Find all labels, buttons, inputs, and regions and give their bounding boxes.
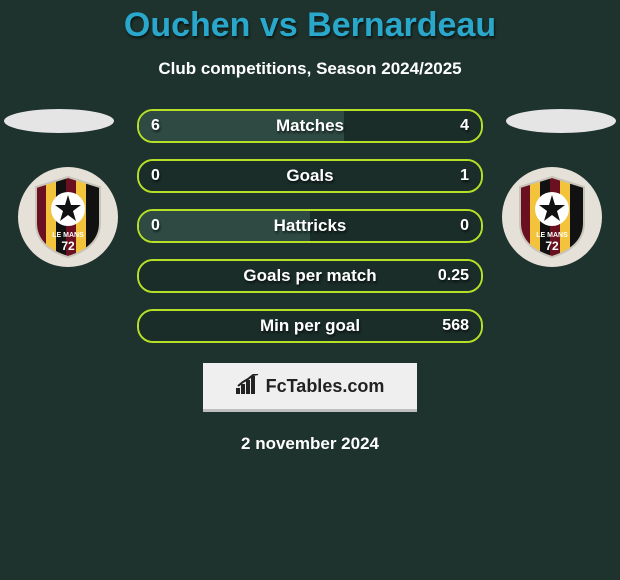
stat-bar: 568Min per goal bbox=[137, 309, 483, 343]
stat-bar: 00Hattricks bbox=[137, 209, 483, 243]
comparison-infographic: Ouchen vs Bernardeau Club competitions, … bbox=[0, 0, 620, 580]
svg-text:LE MANS: LE MANS bbox=[52, 232, 84, 239]
stat-label: Goals per match bbox=[139, 261, 481, 291]
date-text: 2 november 2024 bbox=[0, 434, 620, 454]
brand-box: FcTables.com bbox=[203, 363, 417, 412]
svg-text:72: 72 bbox=[61, 239, 75, 253]
stat-label: Goals bbox=[139, 161, 481, 191]
content-area: LE MANS 72 LE MANS 72 64Matches 01Goals 00… bbox=[0, 109, 620, 454]
page-title: Ouchen vs Bernardeau bbox=[0, 0, 620, 45]
stat-bar: 0.25Goals per match bbox=[137, 259, 483, 293]
club-logo-left: LE MANS 72 bbox=[18, 167, 118, 267]
brand-text: FcTables.com bbox=[266, 376, 385, 397]
player-right-ellipse bbox=[506, 109, 616, 133]
stat-bar: 64Matches bbox=[137, 109, 483, 143]
crest-icon: LE MANS 72 bbox=[516, 175, 588, 259]
stat-label: Hattricks bbox=[139, 211, 481, 241]
stat-label: Min per goal bbox=[139, 311, 481, 341]
stat-bar: 01Goals bbox=[137, 159, 483, 193]
chart-icon bbox=[236, 374, 262, 399]
player-left-ellipse bbox=[4, 109, 114, 133]
subtitle: Club competitions, Season 2024/2025 bbox=[0, 59, 620, 79]
svg-text:72: 72 bbox=[545, 239, 559, 253]
club-logo-right: LE MANS 72 bbox=[502, 167, 602, 267]
svg-text:LE MANS: LE MANS bbox=[536, 232, 568, 239]
stat-bars: 64Matches 01Goals 00Hattricks 0.25Goals per… bbox=[137, 109, 483, 343]
crest-icon: LE MANS 72 bbox=[32, 175, 104, 259]
stat-label: Matches bbox=[139, 111, 481, 141]
